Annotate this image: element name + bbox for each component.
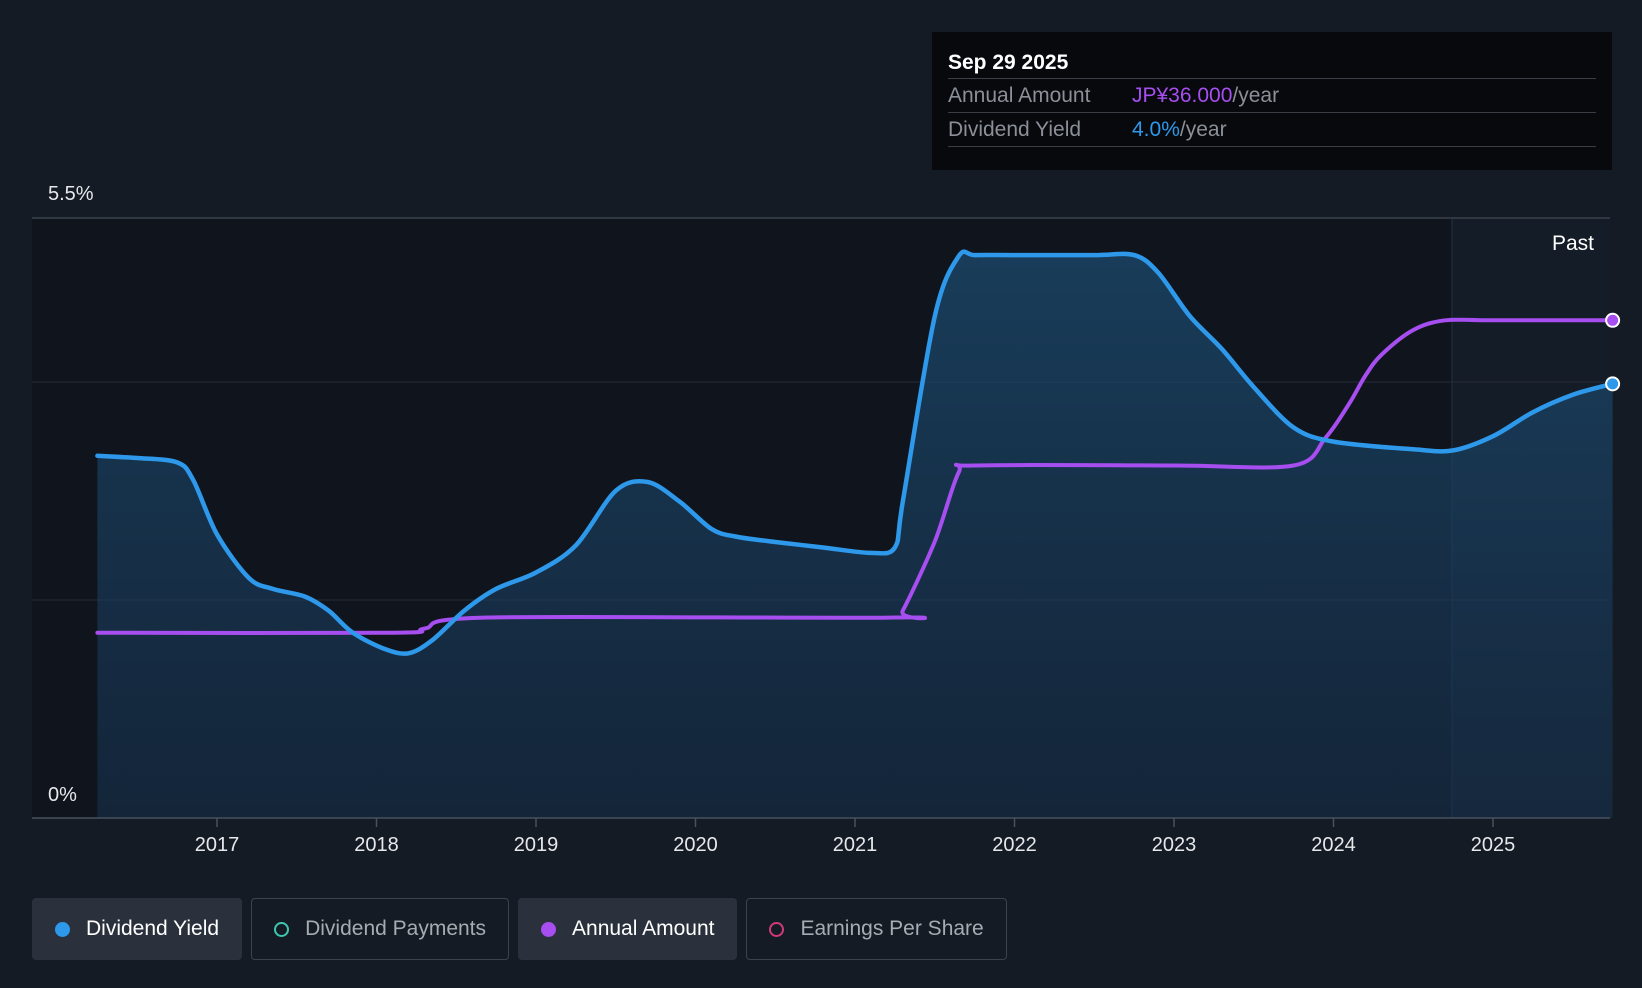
dividend-yield-endpoint[interactable] xyxy=(1605,376,1621,392)
legend-dividend-yield-label: Dividend Yield xyxy=(86,917,220,940)
tooltip-annual-amount-unit: /year xyxy=(1232,84,1280,107)
tooltip-annual-amount-label: Annual Amount xyxy=(948,84,1091,107)
y-axis-bottom-label: 0% xyxy=(48,784,77,806)
legend-earnings-per-share-dot-icon xyxy=(769,921,785,937)
x-tick-label: 2019 xyxy=(514,834,559,856)
x-tick-label: 2018 xyxy=(354,834,399,856)
legend-annual-amount-label: Annual Amount xyxy=(572,917,715,940)
tooltip-annual-amount-value: JP¥36.000 xyxy=(1132,84,1233,107)
x-tick-label: 2022 xyxy=(992,834,1037,856)
y-axis-top-label: 5.5% xyxy=(48,183,94,205)
x-tick-label: 2024 xyxy=(1311,834,1356,856)
legend-annual-amount-dot-icon xyxy=(541,921,557,937)
x-tick-label: 2021 xyxy=(833,834,878,856)
x-tick-label: 2023 xyxy=(1152,834,1197,856)
legend-dividend-yield-dot-icon xyxy=(55,921,70,937)
x-tick-label: 2025 xyxy=(1471,834,1516,856)
legend-dividend-yield-button[interactable]: Dividend Yield xyxy=(32,898,243,960)
tooltip-dividend-yield-value: 4.0% xyxy=(1132,118,1180,141)
tooltip-date: Sep 29 2025 xyxy=(948,48,1596,79)
legend-dividend-payments-dot-icon xyxy=(274,921,290,937)
legend: Dividend Yield Dividend Payments Annual … xyxy=(32,898,1016,960)
x-tick-label: 2017 xyxy=(195,834,240,856)
tooltip-row-annual-amount: Annual Amount JP¥36.000 /year xyxy=(948,79,1596,113)
annual-amount-line xyxy=(95,317,1615,636)
legend-dividend-payments-label: Dividend Payments xyxy=(305,917,487,940)
tooltip-dividend-yield-label: Dividend Yield xyxy=(948,118,1082,141)
legend-annual-amount-button[interactable]: Annual Amount xyxy=(518,898,738,960)
legend-dividend-payments-button[interactable]: Dividend Payments xyxy=(251,898,510,960)
tooltip-dividend-yield-unit: /year xyxy=(1179,118,1227,141)
dividend-yield-area xyxy=(97,251,1613,818)
annual-amount-endpoint[interactable] xyxy=(1605,312,1621,328)
legend-earnings-per-share-button[interactable]: Earnings Per Share xyxy=(746,898,1007,960)
tooltip-row-dividend-yield: Dividend Yield 4.0% /year xyxy=(948,113,1596,147)
dividend-yield-line xyxy=(95,249,1615,656)
legend-earnings-per-share-label: Earnings Per Share xyxy=(800,917,984,940)
x-tick-label: 2020 xyxy=(673,834,718,856)
tooltip: Sep 29 2025 Annual Amount JP¥36.000 /yea… xyxy=(932,32,1612,170)
past-label: Past xyxy=(1552,232,1594,255)
x-axis-ticks: 2017 2018 2019 2020 2021 2022 2023 2024 2025 xyxy=(195,818,1516,856)
